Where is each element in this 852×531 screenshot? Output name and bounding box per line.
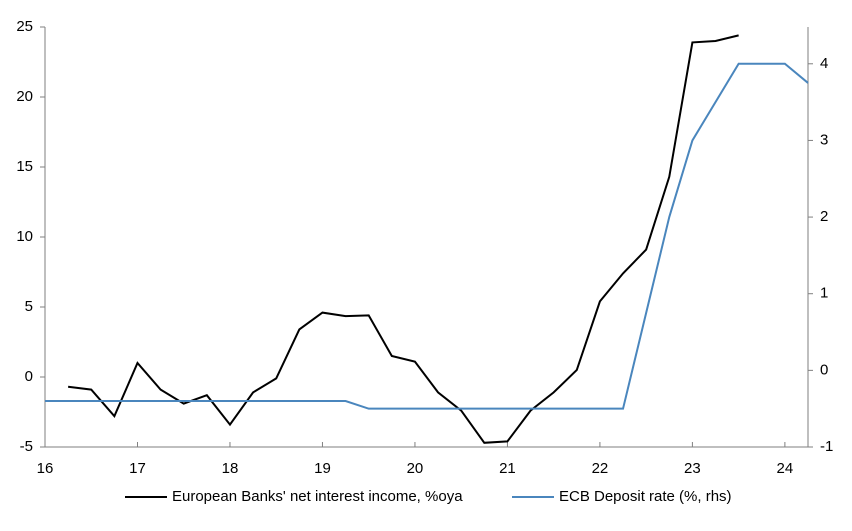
y-tick-label: 0 bbox=[25, 368, 33, 385]
x-tick-label: 22 bbox=[592, 460, 609, 477]
y-tick-label: -5 bbox=[20, 438, 33, 455]
y2-tick-label: -1 bbox=[820, 438, 833, 455]
x-tick-label: 21 bbox=[499, 460, 516, 477]
y-tick-label: 5 bbox=[25, 298, 33, 315]
y2-tick-label: 1 bbox=[820, 285, 828, 302]
x-tick-label: 24 bbox=[777, 460, 794, 477]
y2-tick-label: 2 bbox=[820, 208, 828, 225]
x-tick-label: 17 bbox=[129, 460, 146, 477]
y2-tick-label: 4 bbox=[820, 55, 828, 72]
legend-label: European Banks' net interest income, %oy… bbox=[172, 488, 463, 505]
y-tick-label: 10 bbox=[16, 228, 33, 245]
x-tick-label: 16 bbox=[37, 460, 54, 477]
series-line bbox=[45, 62, 809, 410]
series-line bbox=[68, 34, 739, 444]
x-tick-label: 18 bbox=[222, 460, 239, 477]
y2-tick-label: 3 bbox=[820, 131, 828, 148]
y-tick-label: 15 bbox=[16, 158, 33, 175]
y-tick-label: 25 bbox=[16, 18, 33, 35]
y-tick-label: 20 bbox=[16, 88, 33, 105]
x-tick-label: 23 bbox=[684, 460, 701, 477]
x-tick-label: 20 bbox=[407, 460, 424, 477]
x-tick-label: 19 bbox=[314, 460, 331, 477]
legend-label: ECB Deposit rate (%, rhs) bbox=[559, 488, 732, 505]
y2-tick-label: 0 bbox=[820, 361, 828, 378]
